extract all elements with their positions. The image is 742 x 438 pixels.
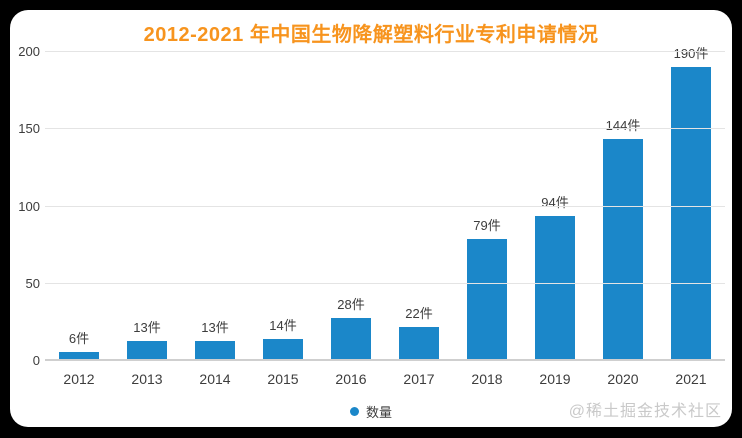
bar-value-label: 6件 — [68, 330, 90, 346]
bar-column: 14件 2015 — [249, 52, 317, 387]
bar-column: 6件 2012 — [45, 52, 113, 387]
bar-column: 190件 2021 — [657, 46, 725, 387]
x-axis-tick-label: 2016 — [335, 371, 367, 387]
bar — [671, 67, 711, 361]
bar-value-label: 28件 — [337, 296, 365, 312]
bar — [263, 339, 303, 361]
bar — [467, 238, 507, 361]
gridline — [45, 128, 725, 130]
legend: 数量 — [10, 402, 732, 421]
bar-column: 13件 2013 — [113, 52, 181, 387]
x-axis-tick-label: 2021 — [675, 371, 707, 387]
x-axis-tick-label: 2018 — [471, 371, 503, 387]
bar-column: 22件 2017 — [385, 52, 453, 387]
bar — [127, 340, 167, 361]
bar-value-label: 94件 — [541, 194, 569, 210]
bars-container: 6件 2012 13件 2013 13件 2014 14件 2015 28件 2016 22件 201… — [45, 46, 725, 387]
bar-column: 144件 2020 — [589, 52, 657, 387]
gridline — [45, 205, 725, 207]
chart-card: 2012-2021 年中国生物降解塑料行业专利申请情况 6件 2012 13件 201… — [10, 10, 732, 427]
bar-value-label: 190件 — [673, 46, 709, 62]
bar — [399, 327, 439, 361]
bar-value-label: 79件 — [473, 217, 501, 233]
x-axis-tick-label: 2020 — [607, 371, 639, 387]
legend-label: 数量 — [365, 405, 392, 420]
bar-column: 28件 2016 — [317, 52, 385, 387]
y-axis-tick-label: 150 — [18, 121, 40, 137]
legend-dot-icon — [349, 407, 359, 416]
bar-value-label: 13件 — [133, 319, 161, 335]
bar-value-label: 22件 — [405, 306, 433, 322]
bar — [331, 317, 371, 361]
y-axis-tick-label: 50 — [25, 275, 40, 291]
bar-column: 13件 2014 — [181, 52, 249, 387]
bar — [603, 138, 643, 361]
chart-title: 2012-2021 年中国生物降解塑料行业专利申请情况 — [143, 24, 599, 46]
bar-column: 79件 2018 — [453, 52, 521, 387]
x-axis-tick-label: 2015 — [267, 371, 299, 387]
bar-column: 94件 2019 — [521, 52, 589, 387]
bar-value-label: 14件 — [269, 318, 297, 334]
gridline — [45, 282, 725, 284]
plot-area: 6件 2012 13件 2013 13件 2014 14件 2015 28件 2016 22件 201… — [18, 44, 725, 387]
bar-value-label: 144件 — [605, 117, 641, 133]
x-axis-tick-label: 2012 — [63, 371, 95, 387]
x-axis-tick-label: 2014 — [199, 371, 231, 387]
bar — [535, 215, 575, 361]
bar-value-label: 13件 — [201, 319, 229, 335]
x-axis-tick-label: 2013 — [131, 371, 163, 387]
y-axis-tick-label: 0 — [32, 353, 40, 368]
y-axis-tick-label: 100 — [18, 198, 40, 214]
x-axis-tick-label: 2017 — [403, 371, 435, 387]
bar — [195, 340, 235, 361]
x-axis-tick-label: 2019 — [539, 371, 571, 387]
bar — [59, 351, 99, 361]
gridline — [45, 359, 725, 361]
watermark: @稀土掘金技术社区 — [568, 403, 722, 420]
gridline — [45, 51, 725, 52]
y-axis-tick-label: 200 — [18, 44, 40, 59]
